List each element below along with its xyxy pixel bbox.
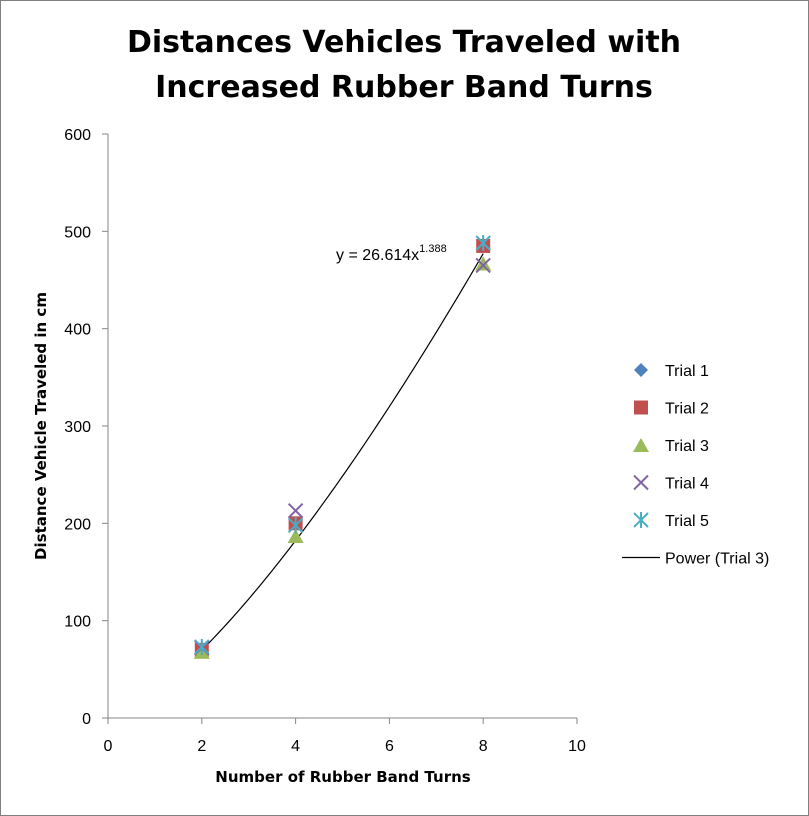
legend-marker-trial-4: [633, 474, 649, 491]
legend-label: Trial 4: [665, 476, 709, 493]
x-tick-label: 8: [479, 738, 488, 755]
x-tick-label: 4: [291, 738, 300, 755]
data-point-trial-5: [287, 517, 304, 534]
x-tick-label: 0: [104, 738, 113, 755]
x-tick-label: 6: [385, 738, 394, 755]
data-points: [193, 235, 492, 659]
data-point-trial-3: [287, 528, 304, 543]
trendline-power-trial-3: [201, 253, 484, 651]
y-tick-label: 400: [64, 322, 91, 339]
data-point-trial-4: [475, 257, 491, 274]
legend-marker-trial-3: [633, 438, 649, 452]
legend-label: Trial 1: [665, 363, 709, 380]
trendline-equation-exponent: 1.388: [419, 243, 447, 255]
x-tick-label: 2: [197, 738, 206, 755]
x-tick-label: 10: [568, 738, 586, 755]
data-point-trial-5: [475, 235, 491, 252]
data-point-trial-4: [287, 502, 304, 519]
y-tick-label: 300: [64, 419, 91, 436]
trendline-layer: [201, 253, 484, 651]
data-point-trial-5: [194, 638, 210, 655]
legend-label: Trial 2: [665, 401, 709, 418]
y-tick-label: 0: [82, 711, 91, 728]
y-tick-label: 600: [64, 127, 91, 144]
trendline-equation-main: y = 26.614x: [336, 247, 419, 264]
y-tick-label: 200: [64, 516, 91, 533]
legend-label: Power (Trial 3): [665, 551, 769, 568]
legend-marker-trial-2: [634, 400, 648, 415]
axes: 0 100 200 300 400 500 600 0 2 4 6 8 10: [64, 127, 586, 755]
chart-title-line-2: Increased Rubber Band Turns: [155, 70, 653, 105]
legend-label: Trial 5: [665, 513, 709, 530]
trendline-equation: y = 26.614x1.388: [336, 243, 447, 264]
legend-marker-trial-5: [633, 512, 649, 528]
x-axis-label: Number of Rubber Band Turns: [215, 768, 470, 786]
y-tick-label: 500: [64, 224, 91, 241]
y-axis-label: Distance Vehicle Traveled in cm: [32, 292, 50, 560]
legend-marker-trial-1: [634, 363, 648, 377]
data-point-trial-3: [475, 256, 492, 271]
y-tick-label: 100: [64, 614, 91, 631]
legend-label: Trial 3: [665, 438, 709, 455]
chart-title-line-1: Distances Vehicles Traveled with: [127, 25, 681, 60]
legend: Trial 1 Trial 2 Trial 3 Trial 4 Trial 5 Power…: [622, 363, 769, 568]
